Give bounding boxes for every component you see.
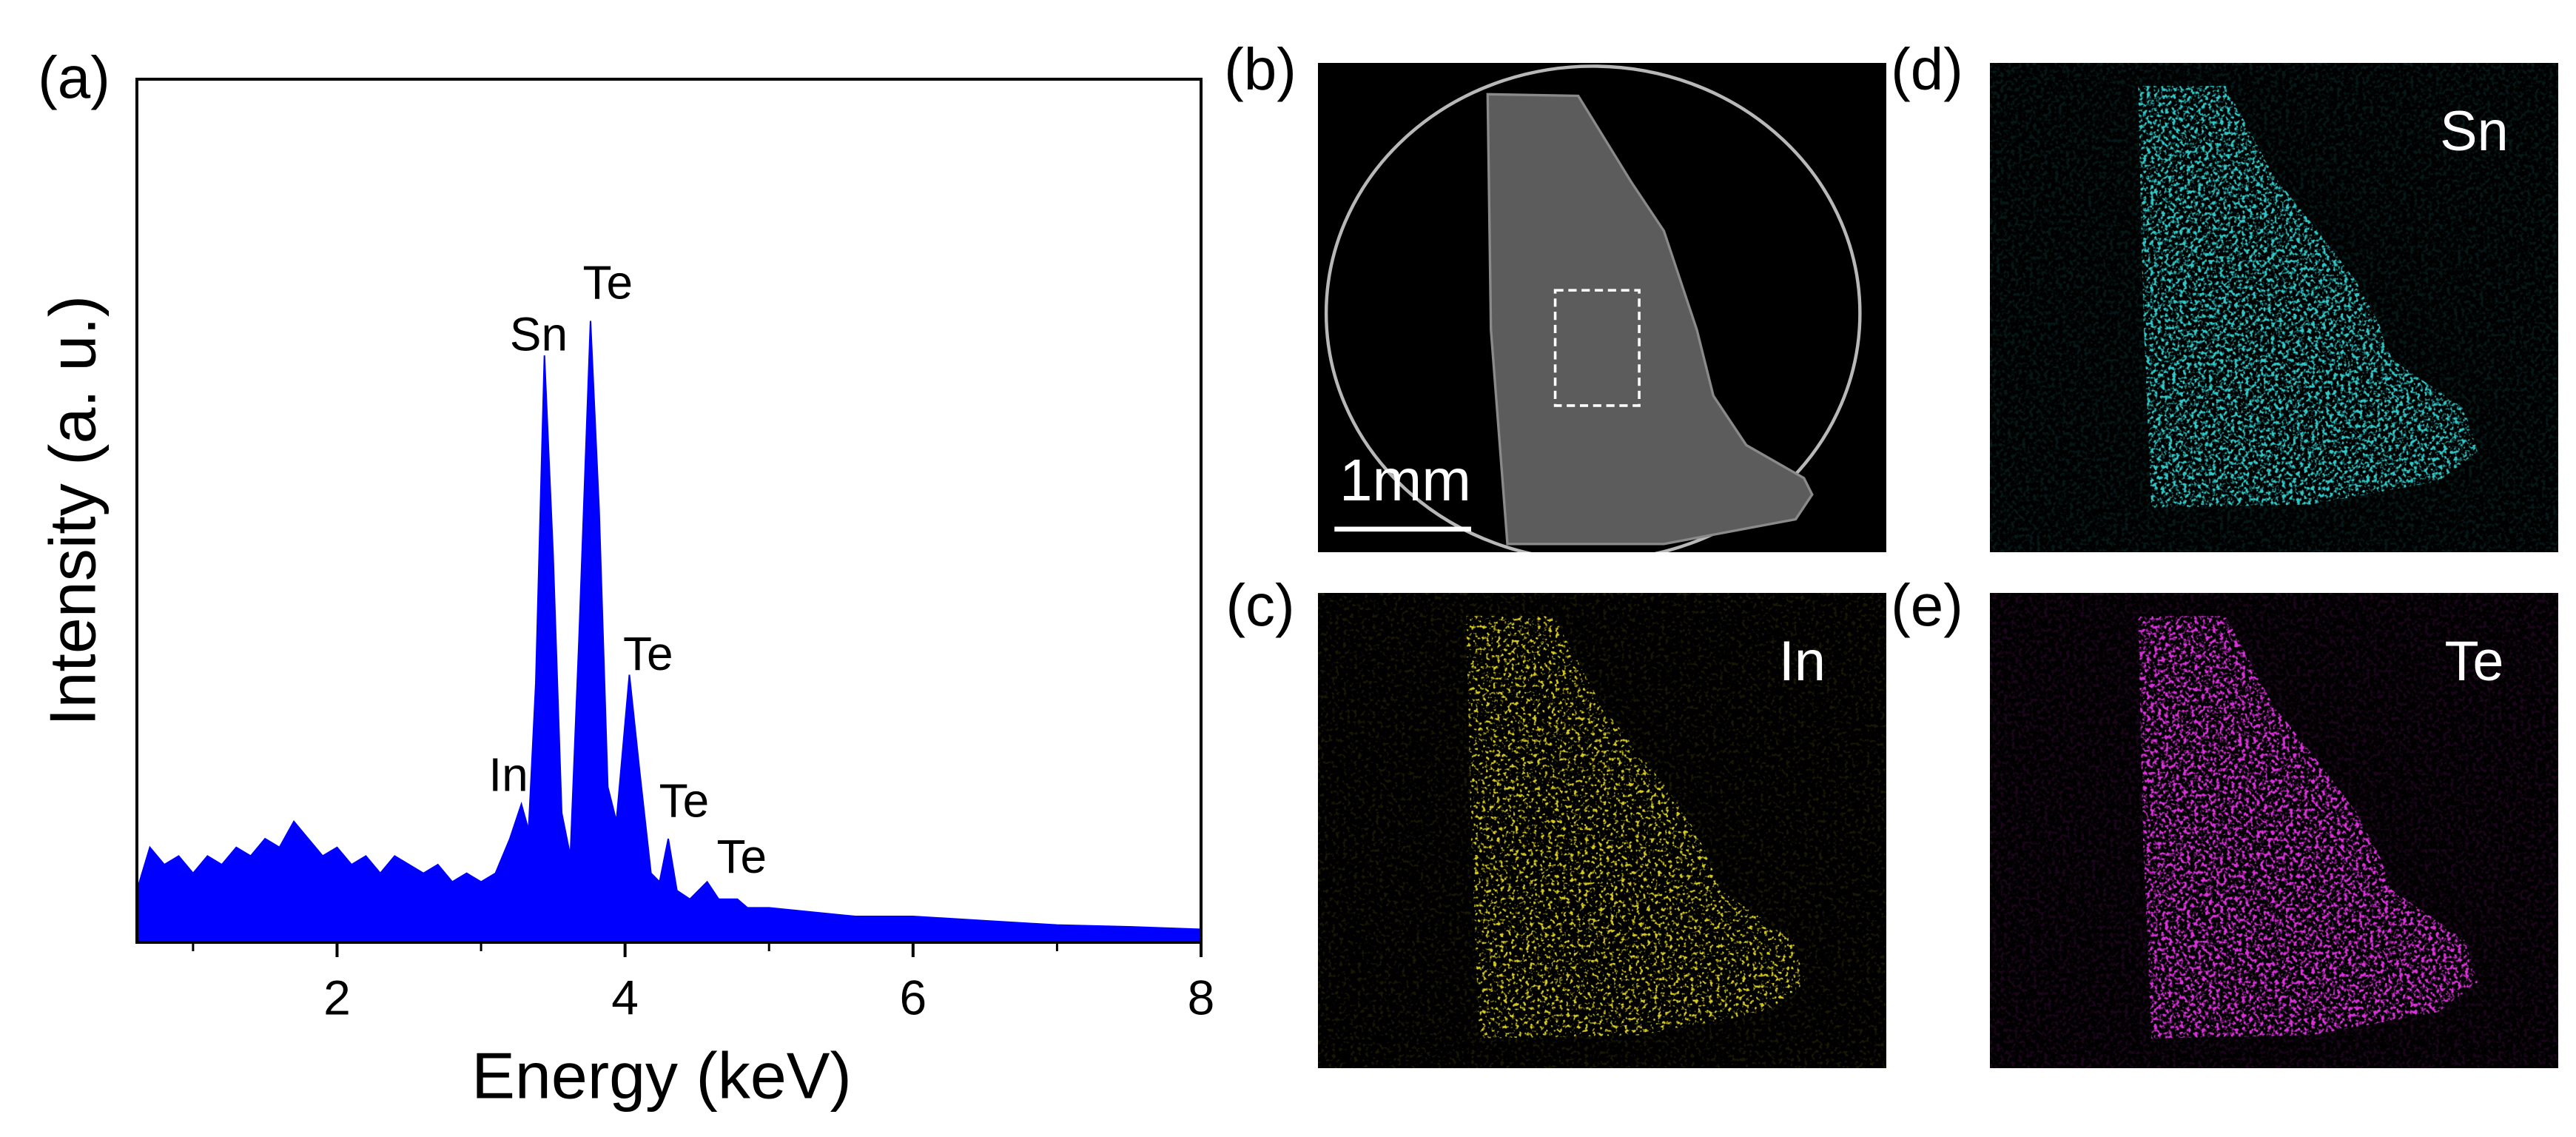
panel-label: (c) <box>1225 572 1294 638</box>
panel-label: (e) <box>1891 572 1963 638</box>
peak-label: Te <box>659 774 710 827</box>
panel-label: (d) <box>1891 36 1963 102</box>
image-panel: Te <box>1990 593 2558 1068</box>
x-tick-label: 8 <box>1188 970 1215 1024</box>
image-panel: Sn <box>1990 63 2558 552</box>
x-tick-label: 2 <box>323 970 351 1024</box>
peak-label: Te <box>716 830 767 883</box>
spectrum-area <box>136 321 1202 943</box>
scale-bar-label: 1mm <box>1339 446 1471 513</box>
image-panel: In <box>1318 593 1886 1068</box>
element-label: Te <box>2445 630 2504 693</box>
sample <box>1486 93 1814 546</box>
plot-frame <box>135 78 1203 944</box>
peak-label: In <box>488 748 528 801</box>
x-tick-label: 4 <box>611 970 639 1024</box>
x-axis-title: Energy (keV) <box>471 1039 852 1112</box>
x-tick-label: 6 <box>899 970 927 1024</box>
panel-label: (b) <box>1224 36 1297 102</box>
holder-ring <box>1325 64 1862 552</box>
element-label: Sn <box>2440 100 2509 163</box>
peak-label: Sn <box>510 308 568 361</box>
selection-box <box>1553 289 1641 407</box>
peak-label: Te <box>623 627 673 680</box>
element-label: In <box>1779 630 1826 693</box>
image-panel: 1mm <box>1318 63 1886 552</box>
panel-label: (a) <box>38 44 110 110</box>
peak-label: Te <box>583 256 633 309</box>
y-axis-title: Intensity (a. u.) <box>36 295 109 726</box>
